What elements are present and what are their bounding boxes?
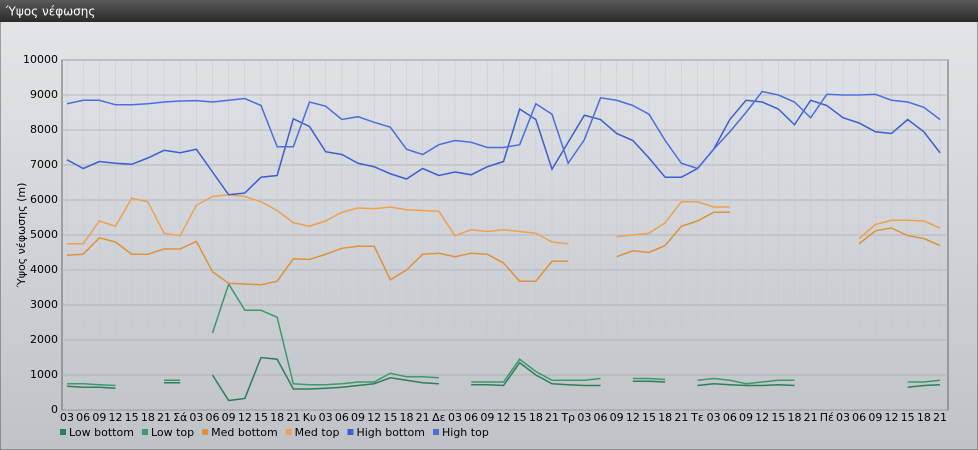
legend-swatch xyxy=(285,429,292,435)
y-tick-label: 6000 xyxy=(30,193,58,206)
legend-label: High bottom xyxy=(356,426,425,439)
x-tick-label: 15 xyxy=(383,411,397,424)
legend-swatch xyxy=(202,429,209,435)
legend-label: Med top xyxy=(295,426,340,439)
x-tick-label: 03 xyxy=(577,411,591,424)
x-tick-label: 09 xyxy=(480,411,494,424)
y-tick-label: 4000 xyxy=(30,263,58,276)
chart-title: Ύψος νέφωσης xyxy=(5,5,95,19)
y-tick-label: 2000 xyxy=(30,333,58,346)
y-tick-label: 8000 xyxy=(30,123,58,136)
x-tick-label: 09 xyxy=(868,411,882,424)
y-tick-label: 10000 xyxy=(23,53,58,66)
legend-swatch xyxy=(433,429,439,435)
x-tick-label: 18 xyxy=(141,411,155,424)
series-line xyxy=(67,193,941,245)
x-tick-label: 12 xyxy=(497,411,511,424)
x-tick-label: 21 xyxy=(674,411,688,424)
legend-label: Low bottom xyxy=(69,426,134,439)
x-tick-label: 21 xyxy=(545,411,559,424)
x-tick-label: 18 xyxy=(658,411,672,424)
x-tick-label: 21 xyxy=(157,411,171,424)
x-tick-label: 21 xyxy=(804,411,818,424)
y-tick-label: 7000 xyxy=(30,158,58,171)
x-tick-label: Τε xyxy=(690,411,704,424)
x-tick-label: 09 xyxy=(222,411,236,424)
x-tick-label: 21 xyxy=(416,411,430,424)
legend-swatch xyxy=(60,429,66,435)
x-tick-label: 15 xyxy=(771,411,785,424)
x-tick-label: 12 xyxy=(238,411,252,424)
x-tick-label: Δε xyxy=(432,411,446,424)
y-tick-label: 1000 xyxy=(30,368,58,381)
y-tick-label: 0 xyxy=(51,403,58,416)
legend-label: Low top xyxy=(151,426,194,439)
series-line xyxy=(66,211,941,286)
x-tick-label: 18 xyxy=(917,411,931,424)
title-bar xyxy=(0,0,978,22)
x-tick-label: 18 xyxy=(529,411,543,424)
x-tick-label: 06 xyxy=(594,411,608,424)
x-tick-label: 12 xyxy=(109,411,123,424)
x-tick-label: Σά xyxy=(173,411,187,424)
legend-swatch xyxy=(347,429,354,435)
x-tick-label: 06 xyxy=(464,411,478,424)
x-tick-label: 03 xyxy=(60,411,74,424)
x-tick-label: 03 xyxy=(189,411,203,424)
x-tick-label: 18 xyxy=(270,411,284,424)
series-line xyxy=(67,282,941,387)
series-line xyxy=(66,90,941,170)
x-tick-label: 09 xyxy=(351,411,365,424)
x-tick-label: 21 xyxy=(933,411,947,424)
x-tick-label: 15 xyxy=(513,411,527,424)
x-tick-label: 09 xyxy=(610,411,624,424)
series-line xyxy=(66,99,941,196)
x-tick-label: 18 xyxy=(400,411,414,424)
x-tick-label: Τρ xyxy=(560,411,575,424)
x-tick-label: 09 xyxy=(92,411,106,424)
x-tick-label: 06 xyxy=(723,411,737,424)
x-tick-label: 12 xyxy=(755,411,769,424)
legend-label: Med bottom xyxy=(211,426,278,439)
legend-swatch xyxy=(141,429,148,435)
y-axis-title: Ύψος νέφωσης (m) xyxy=(15,183,28,289)
x-tick-label: 06 xyxy=(76,411,90,424)
x-tick-label: 15 xyxy=(125,411,139,424)
x-tick-label: 03 xyxy=(707,411,721,424)
x-tick-label: Κυ xyxy=(303,411,317,424)
x-tick-label: 18 xyxy=(788,411,802,424)
x-tick-label: 03 xyxy=(836,411,850,424)
x-tick-label: 06 xyxy=(852,411,866,424)
x-tick-label: 21 xyxy=(286,411,300,424)
x-tick-label: Πέ xyxy=(820,411,834,424)
x-tick-label: 12 xyxy=(626,411,640,424)
x-tick-label: 12 xyxy=(367,411,381,424)
x-tick-label: 15 xyxy=(901,411,915,424)
legend-label: High top xyxy=(442,426,489,439)
x-tick-label: 06 xyxy=(335,411,349,424)
x-tick-label: 12 xyxy=(885,411,899,424)
y-tick-label: 3000 xyxy=(30,298,58,311)
x-tick-label: 15 xyxy=(642,411,656,424)
y-tick-label: 9000 xyxy=(30,88,58,101)
x-tick-label: 03 xyxy=(319,411,333,424)
y-tick-label: 5000 xyxy=(30,228,58,241)
series-line xyxy=(66,356,941,402)
x-tick-label: 09 xyxy=(739,411,753,424)
x-tick-label: 15 xyxy=(254,411,268,424)
x-tick-label: 03 xyxy=(448,411,462,424)
x-tick-label: 06 xyxy=(206,411,220,424)
